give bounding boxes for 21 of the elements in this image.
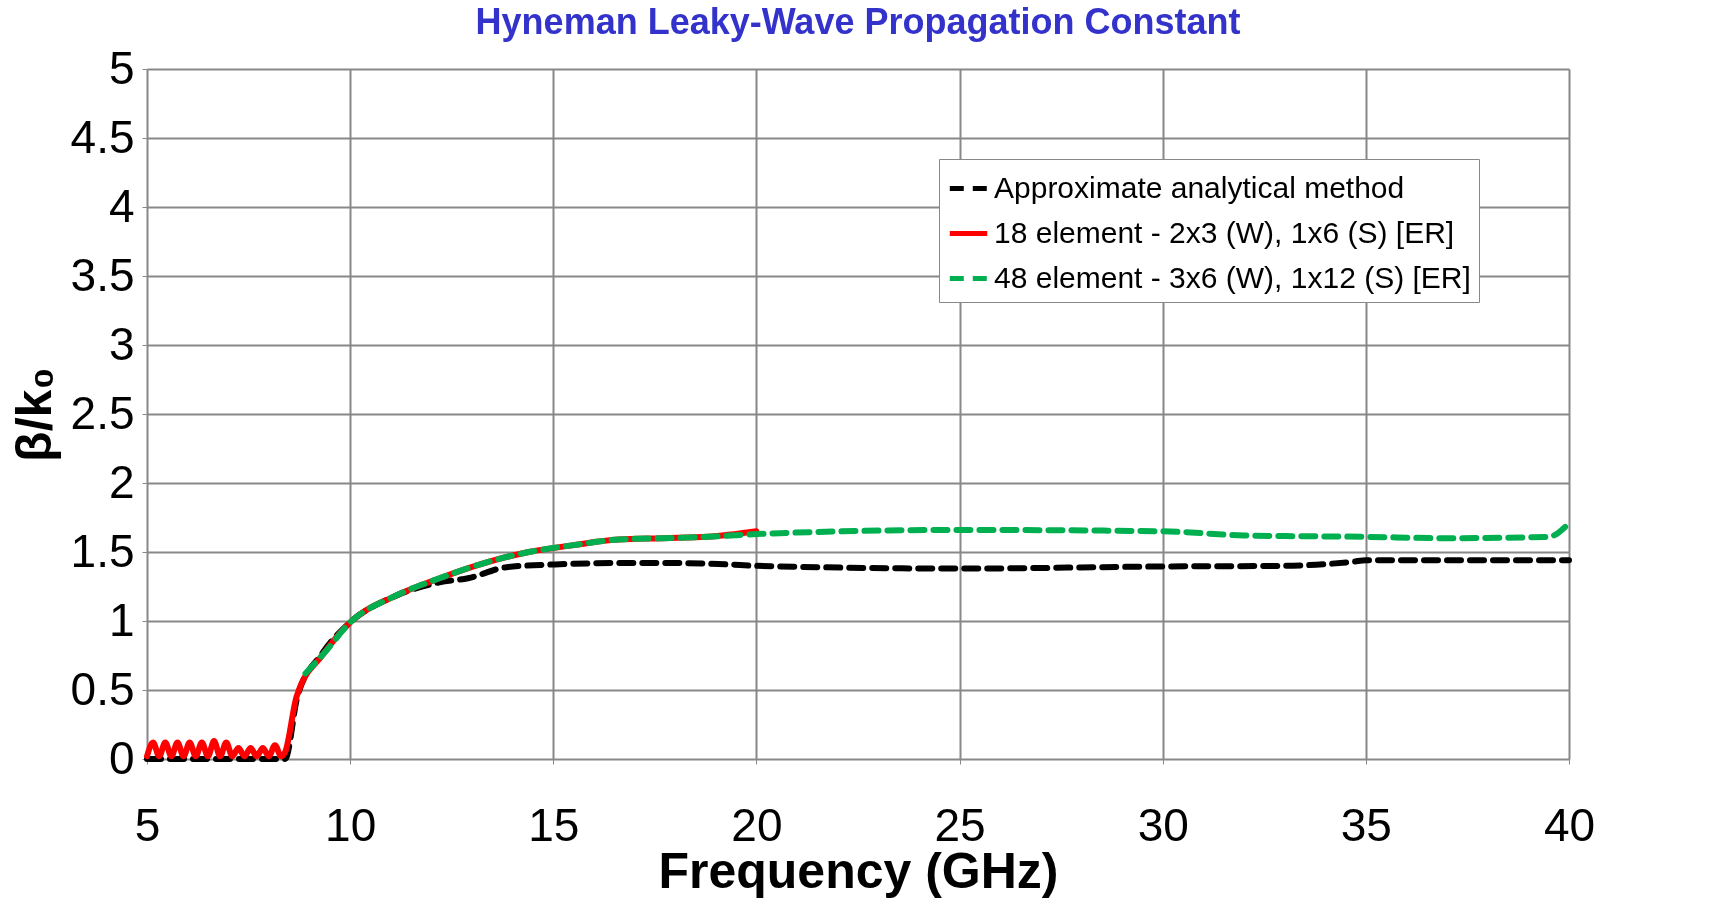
legend-label: 18 element - 2x3 (W), 1x6 (S) [ER] (994, 215, 1455, 249)
y-tick-label: 1.5 (70, 524, 135, 577)
y-tick-label: 2 (108, 455, 135, 508)
y-tick-label: 3 (108, 317, 135, 370)
y-tick-label: 4.5 (70, 110, 135, 163)
y-tick-label: 0.5 (70, 662, 135, 715)
x-tick-label: 10 (325, 798, 377, 851)
x-tick-label: 30 (1137, 798, 1189, 851)
y-tick-label: 5 (108, 41, 135, 94)
legend-label: Approximate analytical method (994, 170, 1405, 204)
x-tick-label: 40 (1543, 798, 1596, 851)
y-tick-label: 3.5 (70, 248, 135, 301)
x-tick-label: 15 (528, 798, 580, 851)
y-axis-title: β/k₀ (5, 367, 62, 462)
y-tick-label: 1 (108, 593, 135, 646)
y-tick-label: 0 (108, 731, 135, 784)
chart-title: Hyneman Leaky-Wave Propagation Constant (475, 1, 1241, 42)
legend-label: 48 element - 3x6 (W), 1x12 (S) [ER] (994, 260, 1471, 294)
y-tick-label: 2.5 (70, 386, 135, 439)
x-tick-label: 35 (1340, 798, 1392, 851)
y-tick-label: 4 (108, 179, 135, 232)
